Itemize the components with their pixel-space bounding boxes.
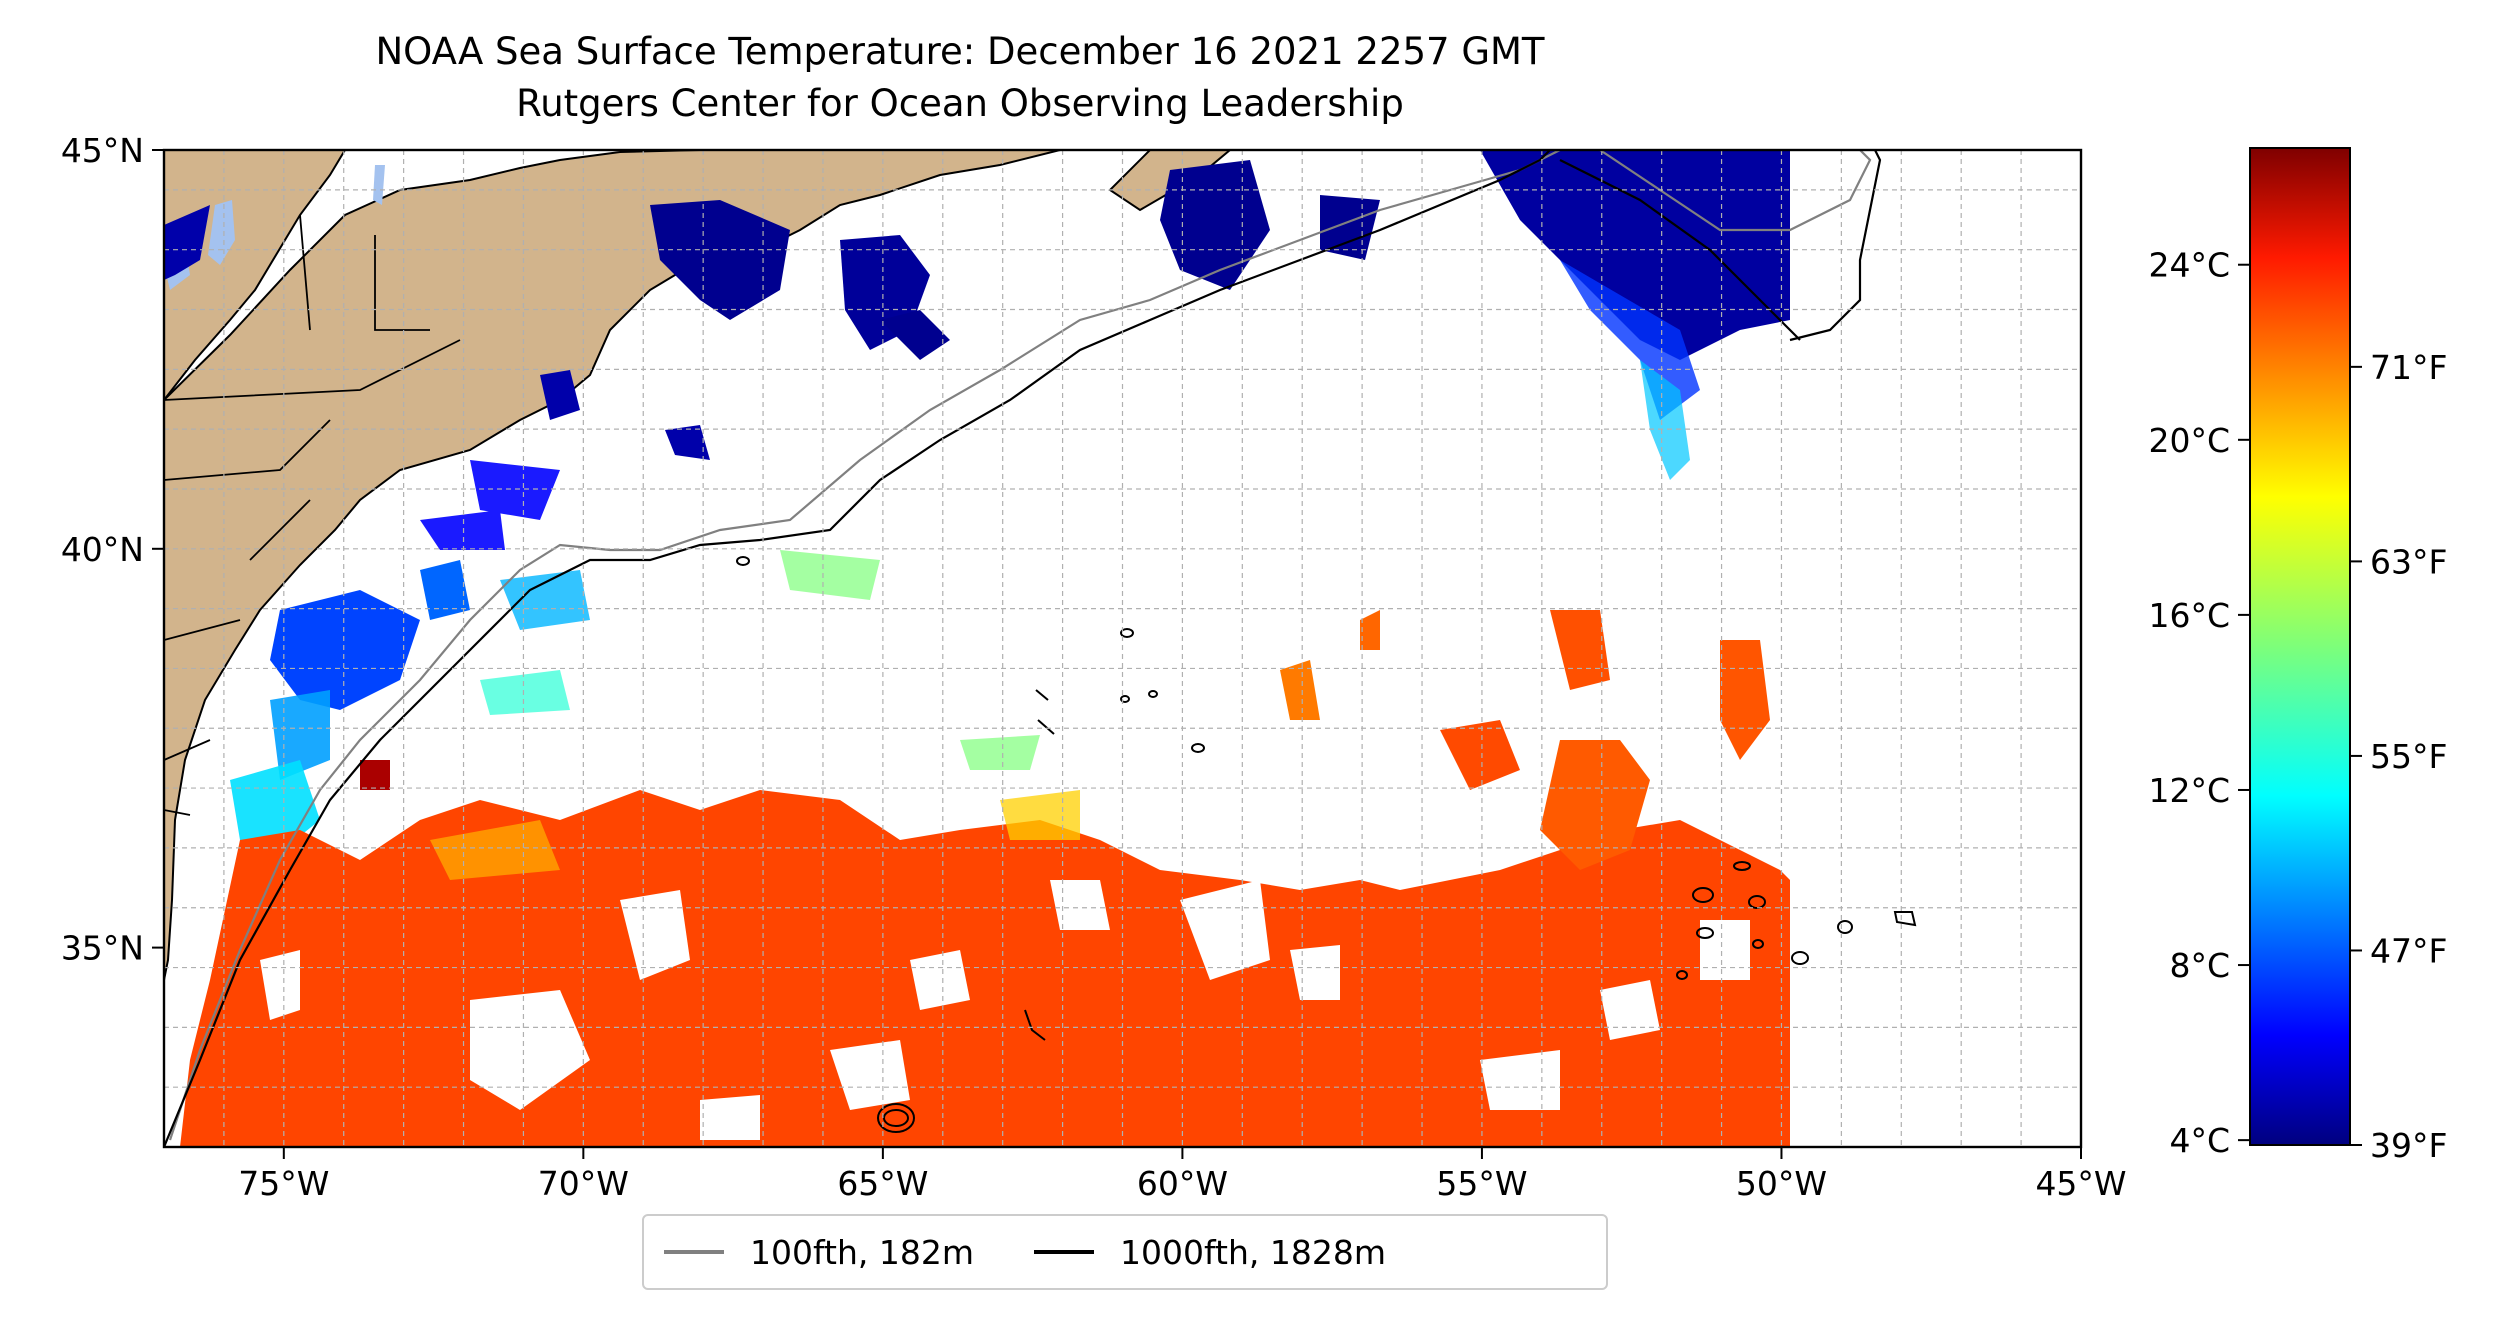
legend-item-100fth: 100fth, 182m	[664, 1233, 1014, 1272]
map-frame	[162, 148, 2083, 1149]
celsius-tick-label: 4°C	[2169, 1121, 2230, 1160]
celsius-tick-label: 12°C	[2148, 771, 2230, 810]
celsius-tick-label: 16°C	[2148, 596, 2230, 635]
map-title: NOAA Sea Surface Temperature: December 1…	[375, 30, 1545, 73]
contour-legend: 100fth, 182m 1000fth, 1828m	[642, 1214, 1608, 1290]
lat-tick-label: 35°N	[61, 929, 144, 968]
lon-tick-label: 45°W	[2035, 1164, 2126, 1203]
legend-line-100fth	[664, 1250, 724, 1254]
fahrenheit-tick-label: 47°F	[2370, 931, 2447, 970]
legend-label-100fth: 100fth, 182m	[750, 1232, 974, 1272]
lon-tick-label: 60°W	[1137, 1164, 1228, 1203]
legend-line-1000fth	[1034, 1250, 1094, 1254]
north-america-land	[164, 150, 347, 402]
lon-tick-label: 70°W	[538, 1164, 629, 1203]
contour-1000fth-2	[1559, 159, 1801, 341]
celsius-tick-label: 8°C	[2169, 946, 2230, 985]
celsius-tick-label: 20°C	[2148, 421, 2230, 460]
fahrenheit-tick-label: 39°F	[2370, 1126, 2447, 1165]
contour-100fth	[168, 150, 1561, 1141]
celsius-tick-label: 24°C	[2148, 246, 2230, 285]
lat-tick-label: 45°N	[61, 131, 144, 170]
gridlines	[163, 150, 2082, 1148]
fahrenheit-tick-label: 63°F	[2370, 542, 2447, 581]
legend-label-1000fth: 1000fth, 1828m	[1120, 1232, 1386, 1272]
map-subtitle: Rutgers Center for Ocean Observing Leade…	[516, 82, 1404, 125]
northeast-us-land	[164, 150, 1061, 981]
lat-tick-label: 40°N	[61, 530, 144, 569]
contour-1000fth	[164, 150, 1551, 1147]
lon-tick-label: 55°W	[1436, 1164, 1527, 1203]
legend-item-1000fth: 1000fth, 1828m	[1034, 1233, 1426, 1272]
colorbar	[2249, 147, 2351, 1146]
lon-tick-label: 75°W	[238, 1164, 329, 1203]
fahrenheit-tick-label: 55°F	[2370, 737, 2447, 776]
cloud-gaps	[260, 880, 1750, 1140]
lon-tick-label: 50°W	[1736, 1164, 1827, 1203]
fahrenheit-tick-label: 71°F	[2370, 348, 2447, 387]
lon-tick-label: 65°W	[837, 1164, 928, 1203]
sst-cold-patches	[164, 150, 1790, 550]
